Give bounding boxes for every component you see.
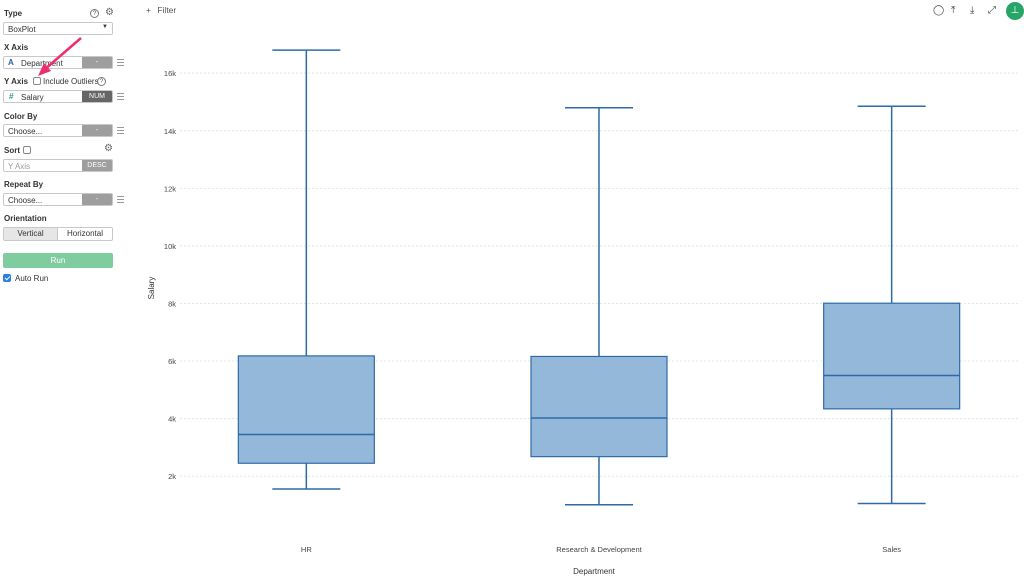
text-type-icon: A	[8, 58, 14, 67]
y-axis-field[interactable]: # Salary NUM	[3, 90, 113, 103]
comment-icon[interactable]: ◯	[933, 5, 945, 16]
filter-button[interactable]: + Filter	[146, 5, 176, 15]
sort-field[interactable]: Y Axis DESC	[3, 159, 113, 172]
upload-icon[interactable]: ⤒	[951, 5, 956, 16]
box-2[interactable]	[823, 105, 961, 505]
y-tick-label: 8k	[168, 299, 176, 308]
orientation-horizontal-button[interactable]: Horizontal	[66, 229, 103, 238]
auto-run-checkbox[interactable]	[3, 274, 11, 282]
repeat-by-placeholder: Choose...	[8, 195, 43, 205]
x-axis-aggregation[interactable]: -	[82, 57, 112, 68]
drag-handle-icon[interactable]	[117, 93, 124, 102]
drag-handle-icon[interactable]	[117, 196, 124, 205]
y-axis-label: Y Axis	[4, 77, 29, 86]
chart-settings-sidebar: Type ? ⚙ BoxPlot ▼ X Axis A Department -…	[0, 0, 130, 582]
sort-label: Sort	[4, 146, 20, 155]
y-tick-label: 4k	[168, 415, 176, 424]
drag-handle-icon[interactable]	[117, 127, 124, 136]
include-outliers-checkbox[interactable]	[33, 77, 41, 85]
y-tick-labels: 2k 4k 6k 8k 10k 12k 14k 16k	[164, 69, 176, 481]
box-1[interactable]	[530, 106, 668, 506]
plus-icon: +	[146, 5, 151, 15]
x-tick-labels: HR Research & Development Sales	[301, 545, 901, 554]
drag-handle-icon[interactable]	[117, 59, 124, 68]
filter-label: Filter	[157, 5, 177, 15]
help-circle-icon[interactable]: ?	[97, 77, 106, 86]
y-tick-label: 2k	[168, 472, 176, 481]
gear-icon[interactable]: ⚙	[104, 143, 113, 154]
color-by-field[interactable]: Choose... -	[3, 124, 113, 137]
y-axis-value: Salary	[21, 92, 44, 102]
pin-icon[interactable]: ⊥	[1006, 2, 1024, 20]
sort-direction[interactable]: DESC	[82, 160, 112, 171]
orientation-toggle: Vertical Horizontal	[3, 227, 113, 241]
y-tick-label: 14k	[164, 127, 176, 136]
type-select-value: BoxPlot	[8, 24, 36, 34]
orientation-vertical-button[interactable]: Vertical	[4, 228, 58, 240]
repeat-by-field[interactable]: Choose... -	[3, 193, 113, 206]
type-select[interactable]: BoxPlot ▼	[3, 22, 113, 35]
x-tick-label: Sales	[882, 545, 901, 554]
color-by-label: Color By	[4, 112, 38, 121]
x-tick-label: HR	[301, 545, 312, 554]
box-series	[237, 49, 961, 506]
iqr-box	[823, 302, 961, 410]
x-axis-title: Department	[573, 567, 616, 576]
type-label: Type	[4, 9, 23, 18]
sort-checkbox[interactable]	[23, 146, 31, 154]
number-type-icon: #	[9, 92, 14, 101]
y-tick-label: 6k	[168, 357, 176, 366]
iqr-box	[237, 355, 375, 464]
chevron-down-icon: ▼	[102, 24, 108, 30]
y-axis-type[interactable]: NUM	[82, 91, 112, 102]
y-axis-title: Salary	[147, 277, 156, 300]
repeat-by-aggregation[interactable]: -	[82, 194, 112, 205]
color-by-aggregation[interactable]: -	[82, 125, 112, 136]
auto-run-label: Auto Run	[15, 274, 49, 283]
gear-icon[interactable]: ⚙	[105, 7, 114, 18]
x-tick-label: Research & Development	[556, 545, 642, 554]
orientation-label: Orientation	[4, 214, 47, 223]
y-tick-label: 16k	[164, 69, 176, 78]
y-tick-label: 10k	[164, 242, 176, 251]
repeat-by-label: Repeat By	[4, 180, 44, 189]
iqr-box	[530, 355, 668, 458]
x-axis-label: X Axis	[4, 43, 29, 52]
box-0[interactable]	[237, 49, 375, 490]
expand-icon[interactable]: ⤢	[988, 5, 996, 16]
download-icon[interactable]: ⤓	[970, 5, 975, 16]
y-tick-label: 12k	[164, 184, 176, 193]
color-by-placeholder: Choose...	[8, 126, 43, 136]
help-circle-icon[interactable]: ?	[90, 9, 99, 18]
include-outliers-label: Include Outliers	[43, 77, 99, 86]
sort-placeholder: Y Axis	[8, 161, 31, 171]
run-button[interactable]: Run	[3, 253, 113, 268]
